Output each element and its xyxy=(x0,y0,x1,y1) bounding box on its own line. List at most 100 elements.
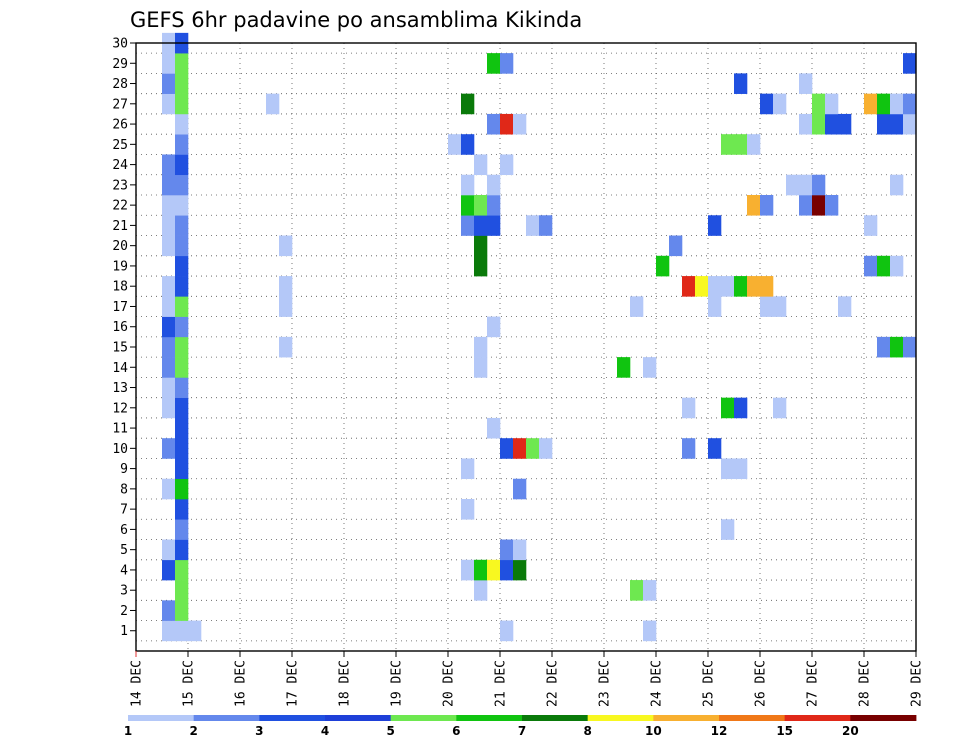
heatmap-cell xyxy=(474,154,488,176)
heatmap-cell xyxy=(643,357,657,378)
heatmap-cell xyxy=(812,93,826,115)
heatmap-cell xyxy=(474,559,488,581)
heatmap-cell xyxy=(175,377,189,398)
heatmap-cell xyxy=(474,235,488,257)
x-tick-label: 18 DEC xyxy=(338,660,353,707)
heatmap-cell xyxy=(175,499,189,520)
heatmap-cell xyxy=(773,397,787,419)
heatmap-cell xyxy=(162,73,176,94)
y-tick-label: 18 xyxy=(112,280,128,295)
heatmap-cell xyxy=(266,93,280,115)
heatmap-cell xyxy=(513,559,527,581)
heatmap-cell xyxy=(487,113,501,135)
heatmap-cell xyxy=(175,336,189,358)
heatmap-cell xyxy=(630,296,644,317)
heatmap-cell xyxy=(175,215,189,236)
heatmap-cell xyxy=(487,215,501,236)
colorbar-label: 12 xyxy=(711,724,728,738)
colorbar-swatch xyxy=(259,715,326,721)
heatmap-cell xyxy=(630,580,644,601)
heatmap-cell xyxy=(175,154,189,176)
heatmap-cell xyxy=(487,417,501,439)
y-tick-label: 6 xyxy=(120,523,128,538)
heatmap-cell xyxy=(721,397,735,419)
heatmap-cell xyxy=(175,174,189,196)
heatmap-cell xyxy=(500,53,514,74)
heatmap-cell xyxy=(526,438,540,459)
heatmap-cell xyxy=(162,53,176,74)
x-tick-label: 22 DEC xyxy=(546,660,561,707)
heatmap-cell xyxy=(695,276,709,297)
heatmap-cell xyxy=(188,620,202,642)
colorbar-label: 8 xyxy=(583,724,591,738)
y-tick-label: 12 xyxy=(112,401,128,416)
heatmap-cell xyxy=(890,93,904,115)
heatmap-cell xyxy=(500,559,514,581)
y-tick-label: 14 xyxy=(112,361,128,376)
heatmap-cell xyxy=(162,195,176,216)
heatmap-cell xyxy=(682,438,696,459)
colorbar-swatch xyxy=(653,715,720,721)
heatmap-cell xyxy=(682,276,696,297)
heatmap-cell xyxy=(539,438,553,459)
y-tick-label: 21 xyxy=(112,219,128,234)
heatmap-cell xyxy=(162,174,176,196)
heatmap-cell xyxy=(175,316,189,338)
heatmap-cell xyxy=(279,235,293,257)
heatmap-cell xyxy=(734,458,748,480)
x-tick-label: 26 DEC xyxy=(754,660,769,707)
colorbar-label: 20 xyxy=(842,724,859,738)
heatmap-cell xyxy=(162,559,176,581)
heatmap-cell xyxy=(175,296,189,317)
heatmap-cell xyxy=(461,559,475,581)
heatmap-cell xyxy=(877,113,891,135)
y-tick-label: 5 xyxy=(120,543,128,558)
y-tick-label: 27 xyxy=(112,97,128,112)
heatmap-cell xyxy=(890,113,904,135)
heatmap-cell xyxy=(799,174,813,196)
heatmap-cell xyxy=(513,539,527,561)
colorbar-swatch xyxy=(456,715,523,721)
colorbar-swatch xyxy=(719,715,786,721)
colorbar-swatch xyxy=(390,715,457,721)
heatmap-cell xyxy=(903,53,917,74)
heatmap-cell xyxy=(721,134,735,155)
heatmap-cell xyxy=(487,195,501,216)
heatmap-cell xyxy=(513,113,527,135)
colorbar-label: 6 xyxy=(452,724,460,738)
heatmap-cell xyxy=(461,93,475,115)
y-tick-label: 13 xyxy=(112,381,128,396)
heatmap-cell xyxy=(175,519,189,540)
colorbar-swatch xyxy=(193,715,260,721)
heatmap-cell xyxy=(175,600,189,621)
x-tick-label: 19 DEC xyxy=(390,660,405,707)
heatmap-cells xyxy=(162,32,917,642)
y-tick-label: 16 xyxy=(112,320,128,335)
heatmap-cell xyxy=(617,357,631,378)
colorbar: 1 2 3 4 5 6 7 8 10 12 15 20 xyxy=(124,715,917,738)
heatmap-cell xyxy=(162,316,176,338)
heatmap-cell xyxy=(487,53,501,74)
heatmap-cell xyxy=(526,215,540,236)
heatmap-cell xyxy=(786,174,800,196)
heatmap-cell xyxy=(162,296,176,317)
heatmap-cell xyxy=(864,93,878,115)
heatmap-cell xyxy=(708,276,722,297)
heatmap-cell xyxy=(175,458,189,480)
heatmap-cell xyxy=(279,336,293,358)
heatmap-cell xyxy=(162,620,176,642)
y-tick-label: 28 xyxy=(112,77,128,92)
y-tick-label: 15 xyxy=(112,341,128,356)
heatmap-cell xyxy=(162,357,176,378)
colorbar-label: 10 xyxy=(645,724,662,738)
heatmap-cell xyxy=(175,53,189,74)
heatmap-cell xyxy=(877,336,891,358)
heatmap-cell xyxy=(500,438,514,459)
y-tick-label: 2 xyxy=(120,604,128,619)
heatmap-cell xyxy=(175,580,189,601)
x-tick-label: 15 DEC xyxy=(182,660,197,707)
heatmap-cell xyxy=(162,336,176,358)
heatmap-cell xyxy=(175,559,189,581)
heatmap-cell xyxy=(708,215,722,236)
